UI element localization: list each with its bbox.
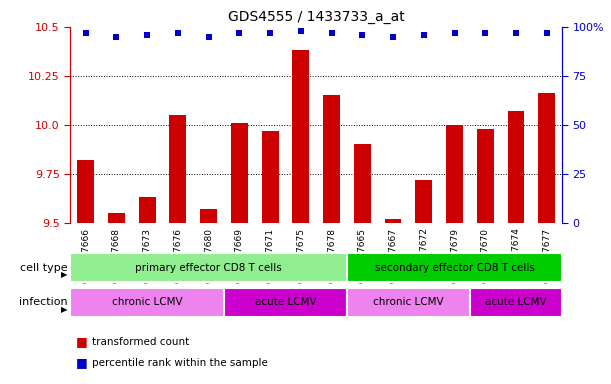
Point [542,30,552,36]
Bar [354,144,371,223]
Bar [323,95,340,223]
Text: ▶: ▶ [60,270,67,279]
Bar [384,219,401,223]
Point [450,30,459,36]
Bar [231,123,248,223]
Bar [508,111,524,223]
Text: secondary effector CD8 T cells: secondary effector CD8 T cells [375,263,535,273]
Text: primary effector CD8 T cells: primary effector CD8 T cells [135,263,282,273]
Point [388,34,398,40]
Bar [446,125,463,223]
Bar [538,93,555,223]
Text: cell type: cell type [20,263,67,273]
Bar [169,115,186,223]
Point [142,31,152,38]
Point [296,28,306,34]
Text: percentile rank within the sample: percentile rank within the sample [92,358,268,368]
Point [511,30,521,36]
Text: acute LCMV: acute LCMV [485,297,547,308]
Point [327,30,337,36]
Point [357,31,367,38]
Text: ■: ■ [76,335,92,348]
Bar [477,129,494,223]
Point [81,30,90,36]
Point [419,31,429,38]
Bar [200,209,217,223]
Text: chronic LCMV: chronic LCMV [373,297,444,308]
Text: transformed count: transformed count [92,337,189,347]
Title: GDS4555 / 1433733_a_at: GDS4555 / 1433733_a_at [228,10,404,25]
Text: infection: infection [18,297,67,308]
Point [265,30,275,36]
Text: ▶: ▶ [60,305,67,314]
Point [173,30,183,36]
Point [480,30,490,36]
Text: ■: ■ [76,356,92,369]
Bar [262,131,279,223]
Text: chronic LCMV: chronic LCMV [112,297,183,308]
Text: acute LCMV: acute LCMV [255,297,316,308]
Bar [139,197,156,223]
Bar [77,160,94,223]
Bar [108,213,125,223]
Point [203,34,213,40]
Point [235,30,244,36]
Bar [415,180,432,223]
Point [111,34,121,40]
Bar [293,50,309,223]
